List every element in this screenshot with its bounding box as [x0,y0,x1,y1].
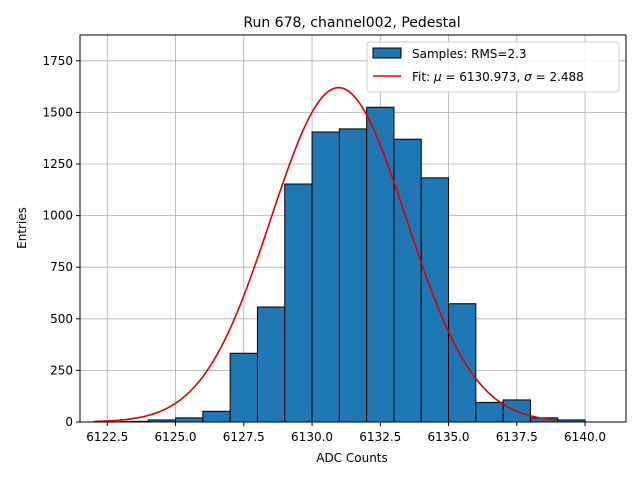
x-tick-label: 6130.0 [291,430,333,444]
y-axis-label: Entries [15,207,29,249]
legend-fit-label: Fit: μ = 6130.973, σ = 2.488 [412,70,584,84]
histogram-bar [202,410,231,423]
x-tick-label: 6125.0 [155,430,197,444]
histogram-bar [284,183,313,423]
y-tick-label: 1500 [42,105,73,119]
histogram-bar [229,352,258,423]
fit-curve [93,86,558,423]
legend-samples-swatch [372,47,402,59]
x-tick-label: 6122.5 [86,430,128,444]
y-tick-label: 1250 [42,157,73,171]
x-tick-label: 6135.0 [428,430,470,444]
y-tick-label: 250 [50,363,73,377]
histogram-bar [175,417,204,423]
y-tick-label: 0 [65,415,73,429]
x-axis-label: ADC Counts [316,451,388,465]
histogram-bar [448,303,477,423]
plot-frame [79,34,627,423]
y-tick-label: 1000 [42,209,73,223]
x-tick-label: 6132.5 [359,430,401,444]
histogram-bar [311,131,340,423]
y-tick-label: 1750 [42,54,73,68]
y-tick-label: 500 [50,312,73,326]
histogram-bar [338,128,368,423]
x-tick-label: 6127.5 [223,430,265,444]
chart-title: Run 678, channel002, Pedestal [243,15,460,31]
histogram-bar [366,106,395,423]
histogram-bar [256,306,286,423]
x-axis-ticks: 6122.5 6125.0 6127.5 6130.0 6132.5 6135.0 6137… [86,422,606,444]
histogram-bar [475,401,504,423]
y-tick-label: 750 [50,260,73,274]
legend-box [366,41,620,93]
legend: Samples: RMS=2.3 Fit: μ = 6130.973, σ = … [366,41,620,93]
histogram-bar [393,138,422,423]
histogram-bars [93,106,586,423]
legend-samples-label: Samples: RMS=2.3 [412,47,527,61]
x-tick-label: 6137.5 [496,430,538,444]
gaussian-fit [93,86,558,423]
x-tick-label: 6140.0 [564,430,606,444]
y-axis-ticks: 0 250 500 750 1000 1250 1500 1750 [42,54,80,429]
